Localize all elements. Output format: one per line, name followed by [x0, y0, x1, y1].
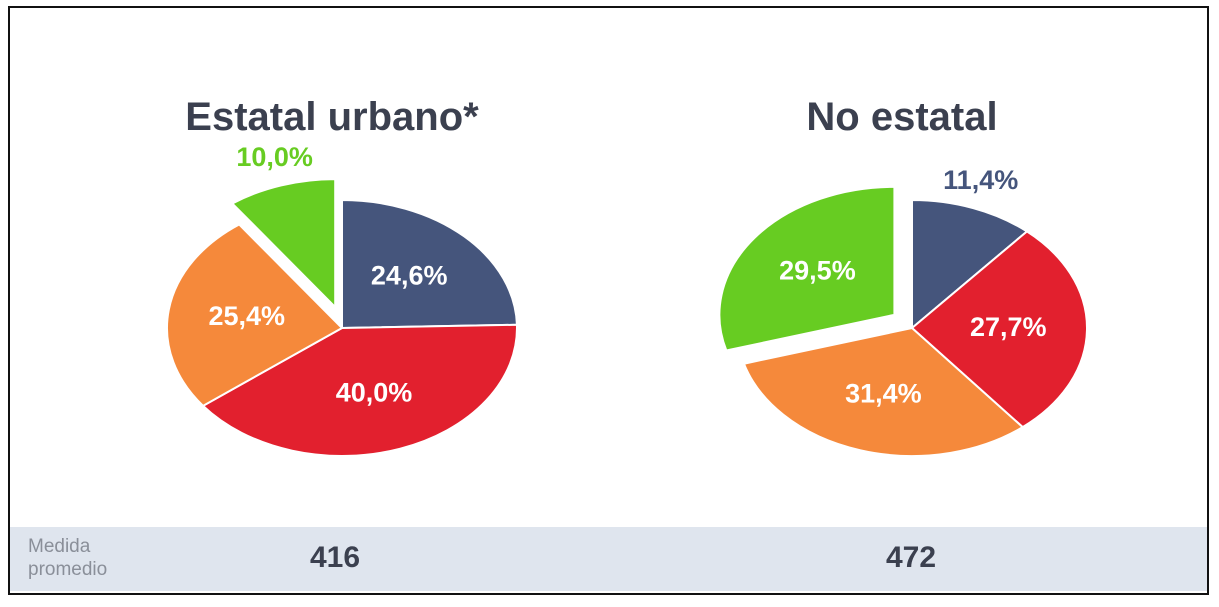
data-label: 31,4% — [845, 378, 922, 408]
pie-slice — [742, 326, 1025, 457]
frame — [8, 6, 1209, 595]
pie-slice — [341, 198, 518, 330]
data-label: 27,7% — [970, 312, 1047, 342]
data-label: 25,4% — [208, 301, 285, 331]
pie-slice — [201, 323, 518, 457]
chart-title: No estatal — [806, 95, 997, 139]
data-label: 11,4% — [943, 165, 1018, 195]
data-label: 10,0% — [236, 142, 313, 172]
summary-row: Medida promedio 416 472 — [10, 527, 1207, 591]
chart: Estatal urbano* 24,6% 40,0% 25,4% 10,0% No es… — [166, 95, 1088, 457]
pie-slice — [911, 198, 1029, 331]
pie-slice — [718, 185, 896, 352]
pie-slice — [166, 223, 344, 408]
summary-label: Medida promedio — [28, 536, 108, 580]
chart-title: Estatal urbano* — [185, 95, 479, 139]
data-label: 24,6% — [371, 261, 448, 291]
summary-value: 416 — [310, 541, 361, 574]
summary-value: 472 — [886, 541, 937, 574]
data-label: 29,5% — [779, 256, 856, 286]
data-label: 40,0% — [336, 378, 413, 408]
pie-slice — [230, 178, 337, 310]
pie-slice — [910, 230, 1088, 429]
